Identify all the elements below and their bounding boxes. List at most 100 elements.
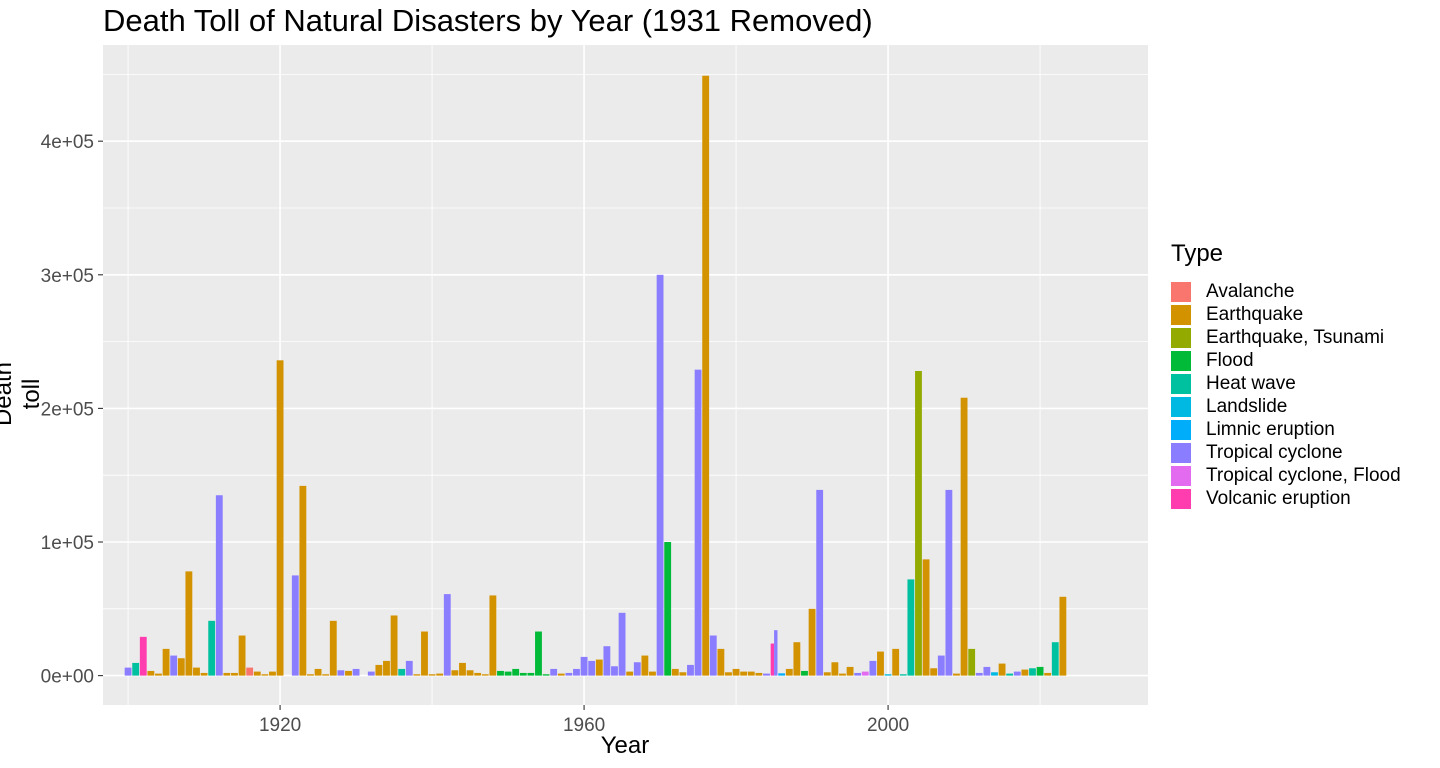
- x-tick-label: 2000: [867, 715, 909, 736]
- bar-1994-earthquake: [839, 673, 846, 676]
- bar-1985-volcanic-eruption: [770, 643, 775, 676]
- bar-1970-tropical-cyclone: [656, 274, 664, 676]
- bar-1955-flood: [542, 674, 550, 676]
- legend-label: Limnic eruption: [1206, 418, 1335, 440]
- bar-1961-tropical-cyclone: [588, 660, 596, 676]
- legend-swatch: [1171, 304, 1191, 325]
- x-tick-label: 1920: [259, 715, 301, 736]
- bar-1995-earthquake: [846, 666, 854, 676]
- legend-label: Earthquake, Tsunami: [1206, 326, 1385, 348]
- bar-1920-earthquake: [276, 360, 284, 676]
- bar-1976-earthquake: [702, 75, 710, 676]
- bar-1916-avalanche: [246, 667, 254, 676]
- bar-1905-earthquake: [162, 648, 170, 676]
- bar-1912-tropical-cyclone: [215, 495, 223, 676]
- bar-1932-tropical-cyclone: [367, 671, 375, 676]
- bar-1992-earthquake: [823, 672, 831, 676]
- bar-1909-earthquake: [193, 667, 200, 676]
- bar-2017-tropical-cyclone: [1013, 671, 1021, 676]
- bar-2011-earthquake-tsunami: [968, 648, 976, 676]
- legend-swatch: [1171, 442, 1191, 463]
- legend-item: Flood: [1171, 349, 1401, 372]
- legend-items: Avalanche Earthquake Earthquake, Tsunami Fl…: [1171, 280, 1401, 510]
- bar-2007-tropical-cyclone: [937, 655, 945, 676]
- bar-1922-tropical-cyclone: [291, 575, 299, 676]
- bar-1954-flood: [535, 631, 542, 676]
- bar-1930-tropical-cyclone: [352, 668, 360, 676]
- bar-2015-earthquake: [998, 663, 1006, 676]
- bar-1924-earthquake: [307, 674, 314, 676]
- bar-2016-heat-wave: [1006, 673, 1014, 676]
- bar-1949-flood: [497, 670, 504, 676]
- bar-1906-tropical-cyclone: [170, 655, 178, 676]
- bar-1947-earthquake: [481, 674, 489, 676]
- bar-1938-earthquake: [413, 674, 421, 676]
- bar-1935-earthquake: [390, 615, 398, 676]
- bar-1978-earthquake: [717, 648, 725, 676]
- legend-label: Flood: [1206, 349, 1254, 371]
- legend-label: Earthquake: [1206, 303, 1304, 325]
- legend-label: Landslide: [1206, 395, 1288, 417]
- bar-1927-earthquake: [329, 620, 337, 676]
- bar-2010-earthquake: [960, 397, 968, 676]
- bar-1934-earthquake: [383, 660, 390, 676]
- legend-swatch: [1171, 396, 1191, 417]
- bar-1928-tropical-cyclone: [337, 670, 345, 676]
- bar-1901-heat-wave: [132, 662, 140, 676]
- bar-2002-heat-wave: [899, 674, 907, 676]
- bar-1945-earthquake: [466, 670, 474, 676]
- bar-2020-flood: [1036, 666, 1044, 676]
- bar-1913-earthquake: [223, 672, 231, 676]
- bar-1917-earthquake: [253, 671, 261, 676]
- bar-2019-heat-wave: [1029, 668, 1036, 676]
- legend-swatch: [1171, 488, 1191, 509]
- legend-swatch: [1171, 419, 1191, 440]
- bar-1910-earthquake: [200, 672, 208, 676]
- legend-label: Heat wave: [1206, 372, 1296, 394]
- bar-1989-flood: [801, 670, 808, 676]
- bar-1980-earthquake: [732, 668, 740, 676]
- legend-swatch: [1171, 350, 1191, 371]
- legend-item: Volcanic eruption: [1171, 487, 1401, 510]
- bar-1964-tropical-cyclone: [611, 666, 618, 676]
- bar-1953-flood: [527, 672, 535, 676]
- bar-1967-tropical-cyclone: [633, 662, 641, 676]
- y-axis-label: Death toll: [0, 361, 45, 427]
- plot-panel: [103, 45, 1148, 705]
- bar-1919-earthquake: [269, 671, 276, 676]
- y-tick-label: 3e+05: [41, 266, 94, 287]
- bar-1996-tropical-cyclone: [854, 672, 862, 676]
- bar-1963-tropical-cyclone: [603, 646, 611, 676]
- bar-1952-flood: [519, 672, 527, 676]
- legend-item: Landslide: [1171, 395, 1401, 418]
- bar-1946-earthquake: [474, 672, 482, 676]
- legend-item: Avalanche: [1171, 280, 1401, 303]
- bar-1985-tropical-cyclone: [774, 630, 778, 676]
- y-tick-label: 0e+00: [41, 667, 94, 688]
- bar-1950-flood: [504, 671, 512, 676]
- bar-1979-earthquake: [725, 672, 732, 676]
- legend-label: Volcanic eruption: [1206, 487, 1351, 509]
- bar-1973-earthquake: [679, 672, 687, 676]
- bar-2009-earthquake: [953, 673, 960, 676]
- bar-2022-heat-wave: [1051, 642, 1059, 676]
- legend: Type Avalanche Earthquake Earthquake, Tsun…: [1171, 238, 1401, 510]
- bar-2012-tropical-cyclone: [975, 672, 983, 676]
- bar-1956-tropical-cyclone: [550, 668, 558, 676]
- bar-1914-earthquake: [231, 672, 238, 676]
- bar-2023-earthquake: [1059, 596, 1067, 676]
- bar-1993-earthquake: [831, 662, 839, 676]
- bar-1941-earthquake: [436, 673, 444, 676]
- legend-item: Earthquake: [1171, 303, 1401, 326]
- bar-1986-limnic-eruption: [778, 673, 786, 676]
- bar-1988-earthquake: [793, 642, 801, 676]
- bar-2014-landslide: [991, 672, 998, 676]
- bar-1915-earthquake: [238, 635, 246, 676]
- legend-item: Earthquake, Tsunami: [1171, 326, 1401, 349]
- legend-swatch: [1171, 373, 1191, 394]
- chart-title: Death Toll of Natural Disasters by Year …: [103, 3, 873, 38]
- legend-swatch: [1171, 465, 1191, 486]
- bar-2003-heat-wave: [907, 579, 915, 676]
- legend-label: Tropical cyclone: [1206, 441, 1343, 463]
- legend-item: Tropical cyclone, Flood: [1171, 464, 1401, 487]
